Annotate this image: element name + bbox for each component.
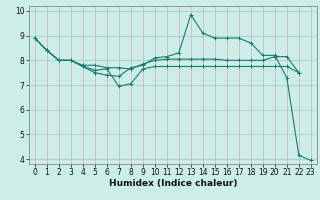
X-axis label: Humidex (Indice chaleur): Humidex (Indice chaleur) bbox=[108, 179, 237, 188]
